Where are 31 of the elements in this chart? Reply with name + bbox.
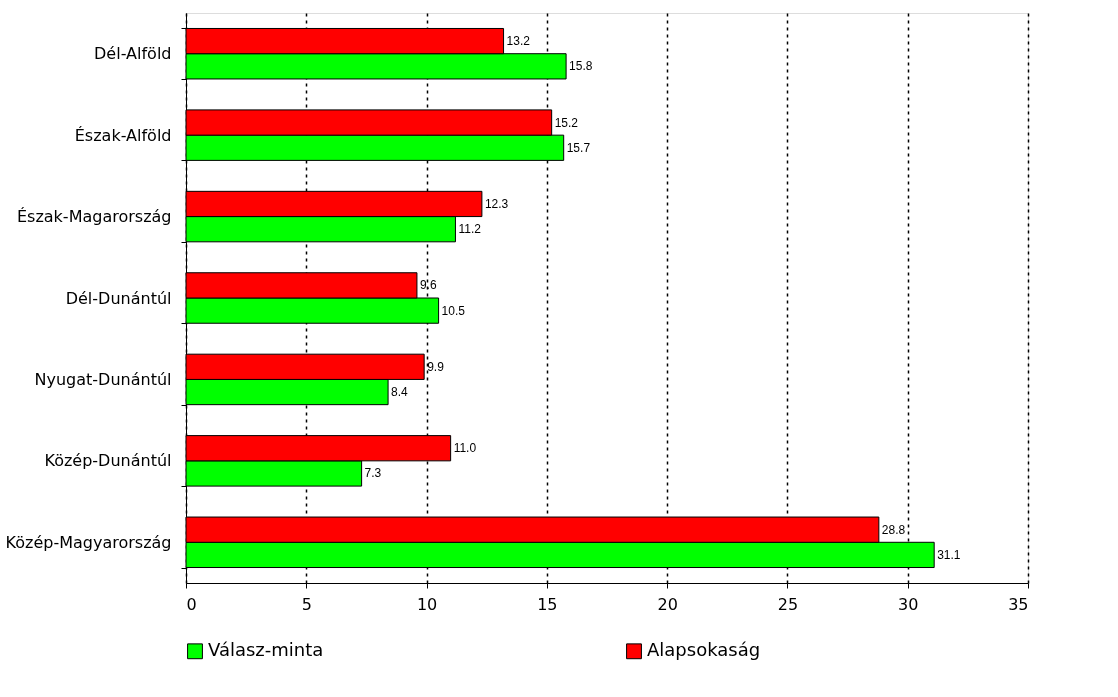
data-label: 7.3: [364, 466, 382, 481]
x-tick-label: 30: [898, 594, 919, 614]
x-tick-label: 10: [416, 594, 438, 614]
x-tick-label: 20: [657, 594, 678, 614]
y-tick-label: Nyugat-Dunántúl: [34, 369, 172, 389]
x-tick-label: 15: [537, 594, 558, 614]
data-label: 11.0: [453, 441, 477, 456]
legend-label: Alapsokaság: [647, 639, 761, 661]
x-tick-label: 5: [301, 594, 312, 614]
data-label: 28.8: [881, 522, 906, 537]
data-label: 11.2: [458, 222, 482, 237]
x-tick-label: 35: [1008, 594, 1029, 614]
data-label: 15.7: [566, 140, 591, 155]
data-label: 10.5: [441, 303, 466, 318]
y-tick-label: Közép-Dunántúl: [44, 451, 172, 471]
data-label: 31.1: [937, 547, 961, 562]
data-label: 9.9: [427, 359, 445, 374]
y-tick-label: Dél-Alföld: [94, 44, 172, 64]
data-label: 8.4: [391, 385, 409, 400]
legend-label: Válasz-minta: [208, 639, 324, 661]
y-tick-label: Észak-Magarország: [16, 207, 172, 227]
x-tick-label: 25: [777, 594, 799, 614]
y-tick-label: Észak-Alföld: [74, 125, 172, 145]
data-label: 15.2: [554, 115, 579, 130]
y-tick-label: Közép-Magyarország: [5, 532, 172, 552]
data-label: 15.8: [569, 59, 593, 74]
y-tick-label: Dél-Dunántúl: [65, 288, 172, 308]
x-tick-label: 0: [186, 594, 197, 614]
data-label: 13.2: [506, 34, 531, 49]
data-label: 12.3: [484, 196, 509, 211]
data-label: 9.6: [419, 278, 437, 293]
